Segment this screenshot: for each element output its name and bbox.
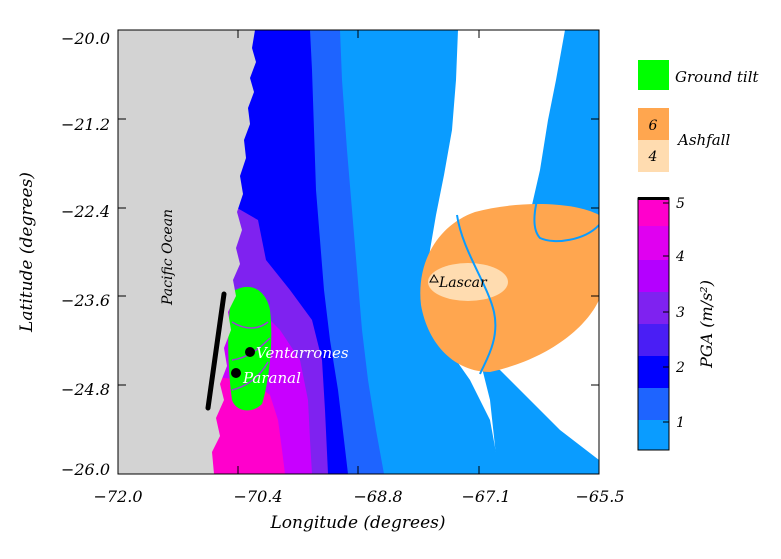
pga-tick-label: 5: [676, 196, 685, 212]
tilt-contour-line: [231, 361, 269, 391]
y-tick-label: −24.8: [61, 380, 110, 399]
legend-ground-tilt-swatch: [638, 60, 669, 90]
volcano-label: Lascar: [438, 275, 488, 291]
site-label-ventarrones: Ventarrones: [256, 344, 349, 362]
legend-ashfall-6-value: 6: [649, 118, 658, 134]
x-tick-label: −65.5: [575, 487, 624, 506]
volcano-triangle-icon: [429, 273, 439, 283]
legend-ashfall-6-swatch: [638, 108, 669, 140]
x-axis: [117, 30, 600, 474]
ashfall-zone-4: [428, 263, 508, 301]
y-tick-label: −22.4: [61, 202, 110, 221]
pga-colorbar-title: PGA (m/s²): [697, 280, 716, 369]
ocean-area: [118, 30, 256, 474]
pga-colorbar-ticks: [663, 202, 669, 423]
pga-contour-line: [456, 214, 497, 375]
tilt-contour-line: [231, 321, 269, 329]
legend-ashfall-label: Ashfall: [676, 131, 730, 149]
legend-ashfall-4-swatch: [638, 140, 669, 172]
map-plot-area: Ventarrones Paranal Lascar Pacific Ocean: [118, 30, 599, 474]
site-label-paranal: Paranal: [242, 369, 301, 387]
x-tick-label: −67.1: [461, 487, 510, 506]
fault-line: [205, 291, 227, 411]
y-axis: [118, 29, 599, 475]
y-tick-label: −23.6: [61, 291, 110, 310]
y-tick-label: −26.0: [61, 460, 110, 479]
pga-colorbar: [637, 197, 670, 451]
ocean-label: Pacific Ocean: [160, 209, 176, 306]
pga-tick-label: 1: [676, 415, 685, 431]
legend-ground-tilt-label: Ground tilt: [675, 68, 759, 86]
site-marker-ventarrones: [245, 347, 255, 357]
pga-band-1-lobe: [532, 30, 599, 243]
pga-tick-label: 4: [675, 249, 685, 265]
y-tick-label: −21.2: [61, 115, 110, 134]
pga-contour-line: [533, 169, 599, 243]
x-axis-label: Longitude (degrees): [270, 513, 446, 533]
x-tick-label: −70.4: [233, 487, 282, 506]
pga-tick-label: 3: [676, 305, 685, 321]
y-axis-label: Latitude (degrees): [17, 172, 37, 333]
x-tick-label: −68.8: [353, 487, 402, 506]
x-tick-label: −72.0: [93, 487, 142, 506]
pga-band-1-east: [480, 360, 599, 474]
legend-ashfall-4-value: 4: [648, 149, 658, 165]
pga-tick-label: 2: [675, 360, 685, 376]
site-marker-paranal: [231, 368, 241, 378]
y-tick-label: −20.0: [61, 29, 110, 48]
